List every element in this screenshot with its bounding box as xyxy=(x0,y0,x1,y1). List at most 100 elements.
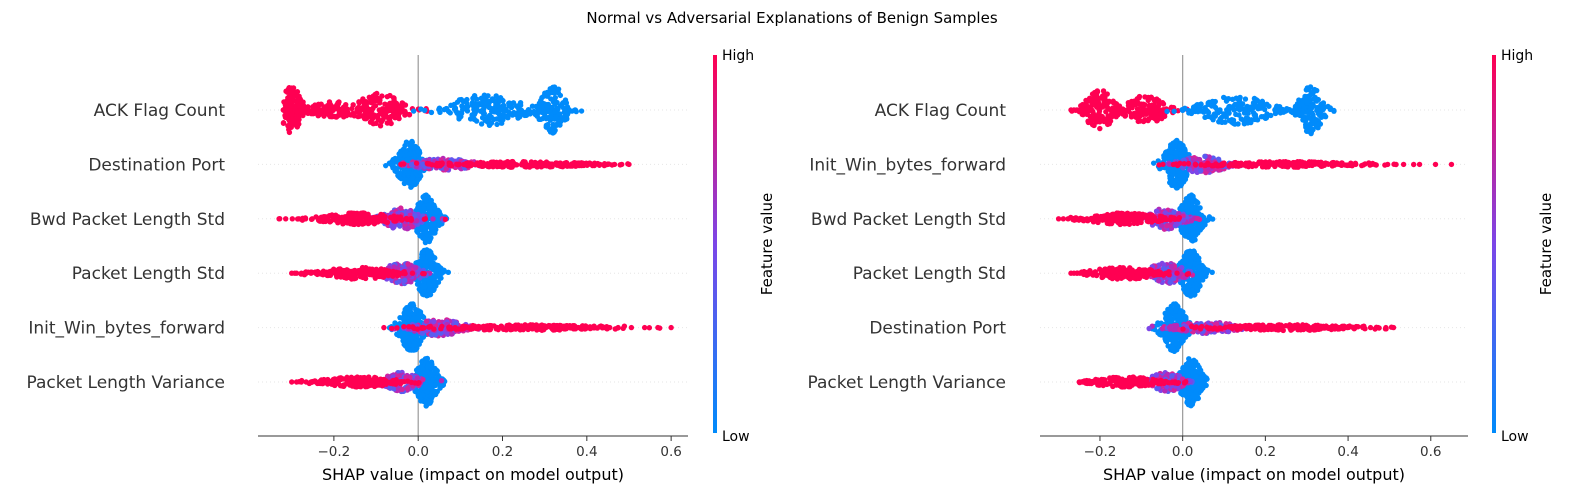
shap-point xyxy=(453,320,459,326)
shap-point xyxy=(330,266,337,272)
shap-point xyxy=(352,378,358,385)
shap-point xyxy=(1211,112,1217,119)
shap-point xyxy=(454,161,460,167)
shap-point xyxy=(372,217,378,223)
shap-point xyxy=(550,99,557,105)
shap-point xyxy=(1206,99,1212,105)
shap-point xyxy=(373,269,379,276)
shap-point xyxy=(1213,161,1219,167)
shap-point xyxy=(1192,162,1199,168)
shap-point xyxy=(335,271,341,278)
shap-point xyxy=(1177,143,1183,149)
shap-point xyxy=(309,216,315,222)
shap-point xyxy=(412,212,418,219)
shap-point xyxy=(420,249,427,255)
shap-point xyxy=(330,215,337,222)
shap-point xyxy=(391,224,397,230)
shap-point xyxy=(1255,106,1261,112)
shap-point xyxy=(498,120,505,126)
shap-point xyxy=(424,355,431,362)
shap-point xyxy=(394,325,400,331)
shap-point xyxy=(419,330,426,336)
shap-point xyxy=(533,103,539,110)
shap-point xyxy=(473,118,480,124)
x-tick-label: 0.6 xyxy=(660,444,681,460)
shap-point xyxy=(493,93,499,99)
shap-point xyxy=(427,323,434,330)
shap-point xyxy=(439,160,445,166)
shap-point xyxy=(1400,161,1407,168)
shap-point xyxy=(1242,96,1249,102)
shap-point xyxy=(1250,104,1257,111)
shap-point xyxy=(391,379,397,385)
shap-point xyxy=(430,216,436,222)
shap-point xyxy=(438,378,445,384)
shap-point xyxy=(1194,199,1200,205)
feature-label: Packet Length Variance xyxy=(27,373,226,393)
shap-point xyxy=(462,323,468,330)
shap-point xyxy=(290,120,296,126)
shap-point xyxy=(1125,108,1132,114)
shap-point xyxy=(1168,154,1174,160)
shap-point xyxy=(404,216,410,223)
shap-point xyxy=(1309,126,1315,133)
shap-point xyxy=(474,96,480,102)
shap-point xyxy=(1330,159,1336,166)
shap-point xyxy=(1187,167,1193,173)
shap-point xyxy=(534,327,540,333)
shap-point xyxy=(316,111,323,118)
shap-point xyxy=(391,213,397,219)
shap-point xyxy=(403,139,410,145)
shap-point xyxy=(543,122,550,129)
shap-point xyxy=(1448,161,1455,168)
shap-point xyxy=(384,93,390,100)
shap-point xyxy=(386,104,392,110)
shap-point xyxy=(381,376,387,383)
shap-point xyxy=(285,123,291,129)
shap-point xyxy=(1309,90,1316,97)
shap-point xyxy=(415,380,421,386)
shap-point xyxy=(552,109,558,116)
shap-point xyxy=(394,104,400,110)
shap-point xyxy=(438,326,444,332)
shap-point xyxy=(515,115,521,121)
shap-point xyxy=(458,110,465,116)
shap-point xyxy=(498,324,505,330)
shap-point xyxy=(418,106,424,112)
shap-point xyxy=(619,161,625,168)
x-tick-label: −0.2 xyxy=(317,444,350,460)
shap-point xyxy=(479,109,485,115)
shap-point xyxy=(1138,102,1145,109)
shap-point xyxy=(1197,108,1204,114)
shap-point xyxy=(427,257,434,263)
shap-point xyxy=(1229,116,1235,123)
shap-point xyxy=(341,382,347,388)
shap-point xyxy=(473,325,479,332)
shap-point xyxy=(317,379,324,385)
shap-point xyxy=(504,324,511,330)
shap-point xyxy=(366,220,373,226)
shap-point xyxy=(377,100,383,106)
shap-point xyxy=(395,172,402,179)
shap-point xyxy=(564,160,570,166)
beeswarm-row-1 xyxy=(383,138,632,190)
shap-point xyxy=(543,159,550,165)
shap-point xyxy=(556,111,563,117)
shap-point xyxy=(1212,98,1218,105)
shap-point xyxy=(1324,160,1331,167)
shap-point xyxy=(1166,148,1172,154)
shap-point xyxy=(421,371,427,377)
shap-point xyxy=(1169,167,1175,173)
shap-point xyxy=(421,270,427,277)
shap-point xyxy=(397,152,403,158)
shap-point xyxy=(414,315,421,321)
shap-point xyxy=(478,121,485,127)
shap-point xyxy=(426,161,432,167)
shap-point xyxy=(385,269,392,276)
shap-point xyxy=(351,113,358,119)
shap-point xyxy=(551,84,558,90)
shap-point xyxy=(421,398,428,405)
shap-point xyxy=(1275,107,1281,113)
shap-point xyxy=(1088,118,1094,124)
shap-point xyxy=(406,111,412,118)
